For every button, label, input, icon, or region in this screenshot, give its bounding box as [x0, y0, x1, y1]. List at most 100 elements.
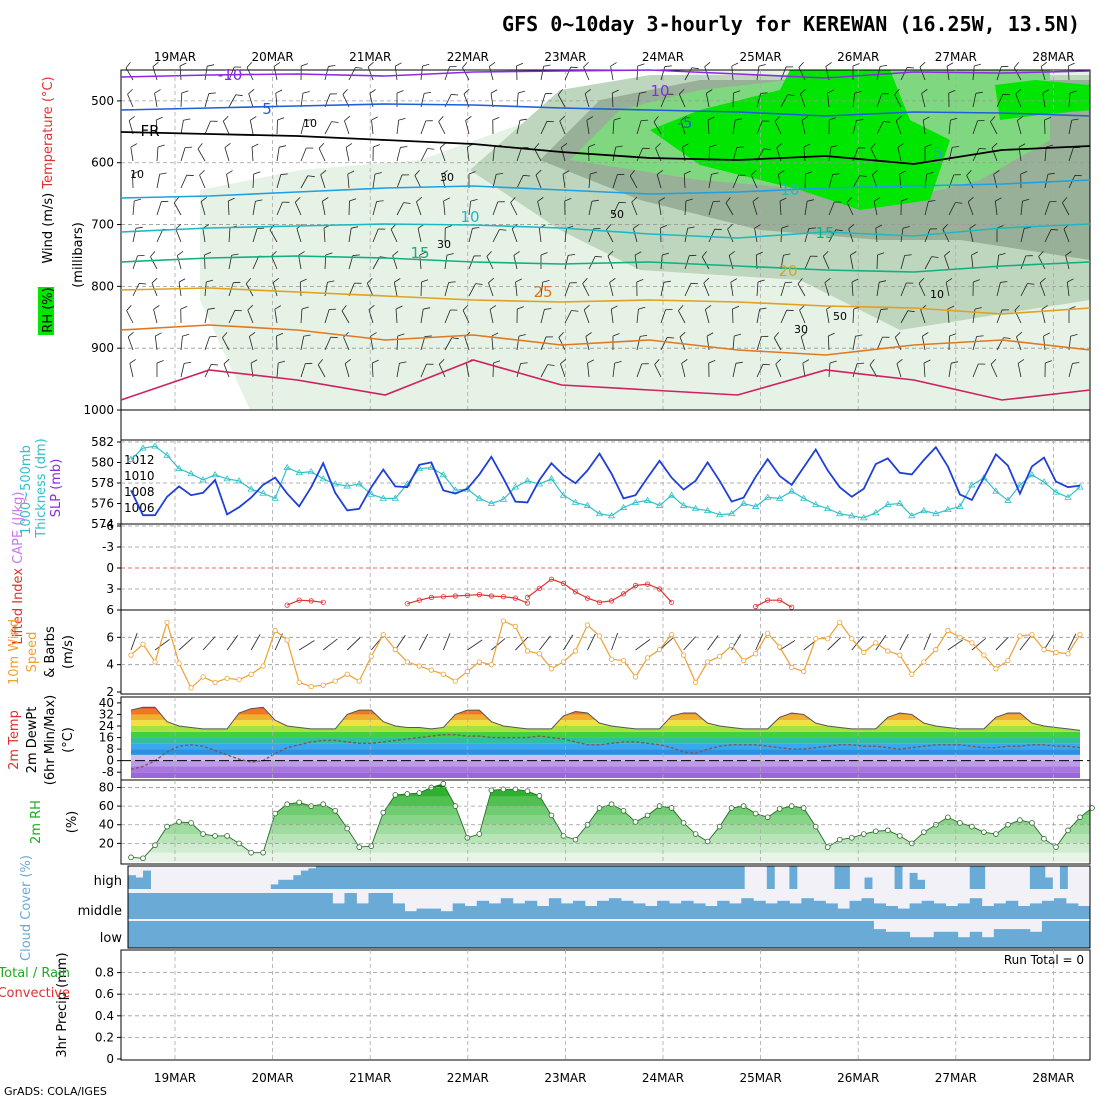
cloud-bar-low [897, 931, 911, 948]
upper-wind-barb [564, 255, 569, 270]
upper-wind-barb [678, 94, 686, 108]
upper-wind-barb [1039, 282, 1046, 297]
upper-wind-barb-feather [971, 251, 978, 256]
wind10m-ylabel-a: 10m Wind [7, 619, 22, 685]
cloud-bar-low [236, 921, 249, 948]
cloud-bar-high [488, 866, 497, 889]
upper-wind-barb [872, 174, 878, 189]
wind-speed-point [356, 678, 362, 684]
upper-wind-barb-feather [486, 251, 492, 257]
upper-wind-barb-feather [427, 148, 435, 150]
upper-air-panel: -10105-5FR51010151520251030305050301010 … [38, 61, 1091, 441]
upper-wind-barb-feather [854, 90, 862, 94]
wind10m-barb [563, 634, 574, 651]
thickness-point [920, 506, 928, 514]
upper-wind-barb-feather [779, 197, 787, 202]
upper-wind-barb [324, 121, 332, 135]
upper-wind-barb [773, 337, 782, 351]
wind10m-barb [250, 634, 261, 651]
upper-wind-barb-feather [462, 304, 469, 311]
rh2m-point [728, 805, 735, 811]
upper-air-ylabel-top: Wind (m/s) Temperature (°C) [41, 76, 56, 263]
temp2m-ticklabel: 24 [99, 719, 114, 733]
temp-band [131, 766, 1080, 773]
thickness-point [235, 477, 243, 484]
wind-speed-point [560, 659, 567, 665]
lifted-index-point [644, 581, 651, 587]
upper-wind-barb [1068, 147, 1074, 162]
upper-wind-barb [224, 147, 230, 162]
upper-wind-barb [344, 363, 350, 378]
upper-wind-barb-feather [492, 116, 500, 121]
upper-wind-barb [1013, 67, 1022, 81]
thickness-point [896, 499, 904, 506]
upper-wind-barb [797, 283, 806, 297]
upper-wind-barb-feather [583, 304, 590, 311]
upper-wind-barb-feather [199, 169, 205, 176]
wind-speed-point [897, 652, 903, 658]
upper-wind-barb-feather [561, 143, 568, 148]
rh2m-point [848, 834, 855, 841]
upper-wind-barb-feather [517, 306, 524, 310]
cloud-bar-low [1017, 929, 1031, 948]
upper-wind-barb-feather [463, 88, 470, 95]
upper-wind-barb-feather [419, 251, 427, 256]
upper-wind-barb [132, 255, 138, 270]
upper-wind-barb-feather [180, 305, 188, 310]
temp-band [131, 708, 1080, 715]
cloud-bar-middle [512, 903, 526, 919]
bottom-date-label: 23MAR [544, 1071, 586, 1085]
temp2m-ticklabel: -8 [102, 765, 114, 779]
rh-contour-label: 10 [930, 288, 944, 301]
upper-wind-barb-feather [1017, 116, 1024, 121]
upper-wind-barb [1067, 65, 1070, 81]
upper-wind-barb-feather [805, 171, 813, 175]
cloud-bar-high [330, 866, 339, 889]
wind10m-panel: 2 4 6 10m Wind Speed & Barbs (m/s) [7, 609, 1091, 699]
upper-wind-barb [176, 255, 182, 270]
upper-wind-barb-feather [547, 364, 555, 366]
cloud-bar-middle [825, 903, 838, 919]
upper-wind-barb [344, 120, 350, 135]
upper-wind-barb-feather [127, 331, 134, 338]
upper-wind-barb-feather [300, 278, 307, 283]
upper-wind-barb [708, 174, 712, 189]
upper-wind-barb-feather [928, 200, 936, 202]
upper-wind-barb [924, 256, 932, 270]
upper-wind-barb-feather [775, 358, 782, 365]
rh2m-point [620, 807, 627, 814]
upper-wind-barb-feather [880, 64, 888, 67]
upper-wind-barb-feather [491, 332, 499, 337]
chart-title: GFS 0~10day 3-hourly for KEREWAN (16.25W… [502, 12, 1080, 36]
upper-wind-barb [420, 363, 427, 378]
upper-wind-barb [827, 93, 830, 108]
upper-wind-barb-feather [159, 172, 167, 175]
rh2m-point [764, 814, 771, 821]
upper-wind-barb [804, 228, 810, 243]
upper-wind-barb [228, 66, 235, 81]
upper-wind-barb-feather [135, 226, 143, 229]
upper-wind-barb [348, 67, 356, 81]
thickness-point [715, 510, 724, 518]
upper-wind-barb-feather [586, 116, 594, 121]
upper-wind-barb [491, 336, 494, 351]
cloud-bar-high [511, 866, 520, 889]
upper-wind-barb [372, 201, 378, 216]
upper-wind-barb-feather [1068, 62, 1075, 67]
upper-wind-barb-feather [684, 170, 691, 175]
cloud-bar-high [443, 866, 452, 889]
upper-wind-barb-feather [250, 359, 258, 364]
upper-wind-barb-feather [349, 198, 357, 202]
upper-wind-barb-feather [341, 305, 347, 312]
rh-contour-label: 10 [130, 168, 144, 181]
upper-wind-barb-feather [462, 62, 468, 68]
cloud-bar-high [1059, 866, 1068, 889]
cloud-bar-high [609, 866, 617, 889]
rh2m-point [560, 833, 567, 839]
upper-wind-barb-feather [376, 200, 384, 202]
upper-wind-barb [684, 255, 690, 270]
upper-wind-barb-feather [921, 89, 928, 94]
cloud-bar-low [933, 931, 947, 948]
upper-wind-barb [756, 282, 759, 297]
cloud-bar-high [270, 884, 279, 889]
